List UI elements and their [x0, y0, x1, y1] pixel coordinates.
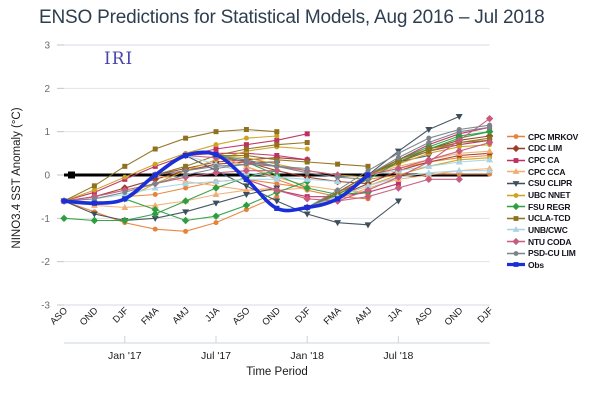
legend-label: CPC CCA — [528, 166, 566, 177]
legend-label: PSD-CU LIM — [528, 248, 576, 259]
iri-watermark: IRI — [104, 49, 134, 69]
legend-item-fsu-regr: FSU REGR — [507, 201, 599, 213]
unb-cwc-legend-marker-icon — [507, 226, 525, 233]
date-tick-label: Jan '17 — [108, 350, 142, 362]
x-tick-label: DJF — [111, 305, 131, 325]
x-tick-label: AMJ — [353, 305, 374, 326]
x-tick-label: ASO — [231, 305, 253, 327]
date-tick-label: Jul '18 — [383, 350, 413, 362]
legend-item-ubc-nnet: UBC NNET — [507, 189, 599, 201]
date-tick-label: Jan '18 — [290, 350, 324, 362]
y-tick-label: 0 — [44, 171, 50, 182]
legend-item-ntu-coda: NTU CODA — [507, 236, 599, 248]
zero-line-start-marker — [68, 171, 75, 179]
legend-item-cpc-ca: CPC CA — [507, 154, 599, 166]
obs-legend-marker-icon — [507, 262, 525, 268]
legend-label: Obs — [528, 259, 544, 270]
x-tick-label: ASO — [413, 305, 435, 327]
legend-item-obs: Obs — [507, 259, 599, 271]
legend-item-psd-cu-lim: PSD-CU LIM — [507, 247, 599, 259]
x-axis-title: Time Period — [246, 366, 308, 378]
csu-clipr-legend-marker-icon — [507, 180, 525, 187]
x-tick-label: DJF — [476, 305, 496, 325]
legend-label: CDC LIM — [528, 143, 563, 154]
legend-item-cpc-mrkov: CPC MRKOV — [507, 131, 599, 143]
legend-label: CPC MRKOV — [528, 131, 579, 142]
x-tick-label: DJF — [293, 305, 313, 325]
y-tick-label: 2 — [44, 84, 50, 95]
x-tick-label: FMA — [139, 305, 161, 327]
x-tick-label: OND — [443, 305, 466, 328]
legend-label: UCLA-TCD — [528, 213, 571, 224]
legend-label: CPC CA — [528, 155, 560, 166]
ubc-nnet-legend-marker-icon — [507, 192, 525, 198]
ucla-tcd-legend-marker-icon — [507, 215, 525, 221]
legend-label: UNB/CWC — [528, 224, 568, 235]
legend-item-csu-clipr: CSU CLIPR — [507, 178, 599, 190]
cdc-lim-legend-marker-icon — [507, 144, 525, 153]
legend-label: CSU CLIPR — [528, 178, 573, 189]
x-tick-label: ASO — [48, 305, 70, 327]
chart-title: ENSO Predictions for Statistical Models,… — [39, 7, 545, 28]
y-tick-label: 1 — [44, 127, 50, 138]
x-tick-label: OND — [260, 305, 283, 328]
cpc-mrkov-legend-marker-icon — [507, 134, 525, 140]
fsu-regr-legend-marker-icon — [507, 203, 525, 211]
legend-label: NTU CODA — [528, 236, 572, 247]
date-tick-label: Jul '17 — [201, 350, 231, 362]
x-tick-label: FMA — [322, 305, 344, 327]
x-tick-label: JJA — [386, 305, 405, 324]
x-tick-label: OND — [78, 305, 101, 328]
chart-legend: CPC MRKOV CDC LIM CPC CA CPC CCA CSU CLIPR UB… — [507, 131, 599, 271]
legend-label: UBC NNET — [528, 190, 571, 201]
cpc-cca-legend-marker-icon — [507, 168, 525, 175]
legend-label: FSU REGR — [528, 201, 571, 212]
ntu-coda-legend-marker-icon — [507, 237, 525, 246]
legend-item-cpc-cca: CPC CCA — [507, 166, 599, 178]
x-tick-label: JJA — [203, 305, 222, 324]
psd-cu-lim-legend-marker-icon — [507, 250, 525, 256]
y-tick-label: -3 — [41, 300, 50, 311]
legend-item-cdc-lim: CDC LIM — [507, 143, 599, 155]
cpc-ca-legend-marker-icon — [507, 157, 525, 163]
series-obs — [61, 150, 371, 213]
y-tick-label: 3 — [44, 41, 50, 52]
x-tick-label: AMJ — [171, 305, 192, 326]
legend-item-ucla-tcd: UCLA-TCD — [507, 212, 599, 224]
y-tick-label: -1 — [41, 214, 50, 225]
series-ntu-coda — [60, 114, 494, 212]
y-tick-label: -2 — [41, 257, 50, 268]
legend-item-unb-cwc: UNB/CWC — [507, 224, 599, 236]
